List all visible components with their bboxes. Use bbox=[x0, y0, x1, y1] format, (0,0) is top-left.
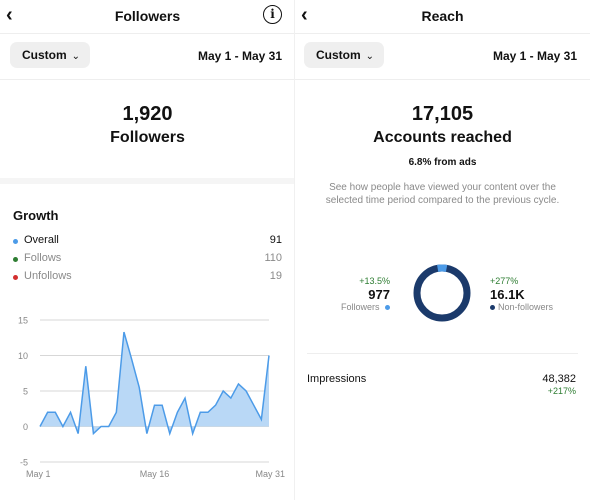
overall-dot bbox=[13, 239, 18, 244]
x-tick-label: May 16 bbox=[140, 469, 170, 479]
ads-share: 6.8% from ads bbox=[408, 157, 477, 168]
page-title: Followers bbox=[114, 8, 181, 24]
x-tick-label: May 1 bbox=[26, 469, 51, 479]
non-followers-reach-value: 16.1K bbox=[490, 287, 525, 302]
unfollows-dot bbox=[13, 275, 18, 280]
overall-label: Overall bbox=[24, 234, 59, 246]
legend-overall[interactable]: Overall 91 bbox=[13, 234, 282, 250]
non-followers-change: +277% bbox=[490, 276, 519, 286]
followers-reach-label: Followers bbox=[341, 302, 390, 312]
legend-follows[interactable]: Follows 110 bbox=[13, 252, 282, 268]
non-followers-dot bbox=[490, 305, 495, 311]
reach-donut-chart[interactable] bbox=[412, 263, 472, 323]
filter-divider bbox=[0, 79, 295, 80]
page-title: Reach bbox=[421, 8, 464, 24]
filter-divider bbox=[295, 79, 590, 80]
overall-value: 91 bbox=[269, 234, 282, 246]
back-arrow-icon[interactable]: ‹ bbox=[6, 4, 13, 26]
non-followers-segment bbox=[413, 264, 471, 322]
date-range: May 1 - May 31 bbox=[197, 49, 282, 63]
y-tick-label: 5 bbox=[23, 387, 28, 397]
followers-dot bbox=[385, 305, 390, 311]
followers-reach-label-text: Followers bbox=[340, 302, 380, 312]
section-separator bbox=[0, 178, 295, 184]
x-tick-label: May 31 bbox=[255, 469, 285, 479]
custom-range-button[interactable]: Custom ⌄ bbox=[304, 42, 384, 68]
reach-description: See how people have viewed your content … bbox=[325, 182, 560, 206]
accounts-reached-count: 17,105 bbox=[411, 103, 474, 125]
follows-label: Follows bbox=[24, 252, 62, 264]
growth-title: Growth bbox=[13, 208, 59, 223]
custom-range-label: Custom bbox=[316, 48, 361, 62]
back-arrow-icon[interactable]: ‹ bbox=[301, 4, 308, 26]
impressions-label: Impressions bbox=[307, 373, 367, 385]
followers-change: +13.5% bbox=[359, 276, 390, 286]
y-tick-label: 15 bbox=[18, 316, 28, 326]
followers-label: Followers bbox=[110, 129, 185, 146]
y-tick-label: 0 bbox=[23, 422, 28, 432]
date-range: May 1 - May 31 bbox=[492, 49, 577, 63]
impressions-change: +217% bbox=[547, 386, 576, 396]
follows-value: 110 bbox=[264, 252, 282, 264]
info-icon[interactable]: i bbox=[263, 5, 282, 24]
reach-panel: ‹ Reach Custom ⌄ May 1 - May 31 17,105 Ac… bbox=[295, 0, 590, 500]
followers-reach-value: 977 bbox=[368, 287, 390, 302]
series-line bbox=[39, 331, 270, 437]
followers-panel: ‹ Followers i Custom ⌄ May 1 - May 31 1,9… bbox=[0, 4, 295, 495]
y-tick-label: -5 bbox=[20, 458, 28, 468]
y-tick-label: 10 bbox=[18, 351, 28, 361]
non-followers-reach-label: Non-followers bbox=[490, 302, 553, 312]
chevron-down-icon: ⌄ bbox=[71, 51, 81, 62]
unfollows-value: 19 bbox=[269, 270, 282, 282]
follows-dot bbox=[13, 257, 18, 262]
chevron-down-icon: ⌄ bbox=[365, 51, 375, 62]
custom-range-label: Custom bbox=[22, 48, 67, 62]
impressions-divider bbox=[307, 353, 578, 354]
panel-divider bbox=[294, 0, 295, 500]
followers-count: 1,920 bbox=[122, 103, 173, 125]
impressions-value: 48,382 bbox=[542, 373, 576, 385]
header-divider bbox=[295, 33, 590, 34]
header-divider bbox=[0, 33, 295, 34]
custom-range-button[interactable]: Custom ⌄ bbox=[10, 42, 90, 68]
non-followers-reach-label-text: Non-followers bbox=[498, 302, 554, 312]
area-fill bbox=[40, 332, 269, 434]
accounts-reached-label: Accounts reached bbox=[373, 129, 512, 146]
unfollows-label: Unfollows bbox=[24, 270, 72, 282]
followers-segment bbox=[413, 264, 471, 322]
legend-unfollows[interactable]: Unfollows 19 bbox=[13, 270, 282, 286]
